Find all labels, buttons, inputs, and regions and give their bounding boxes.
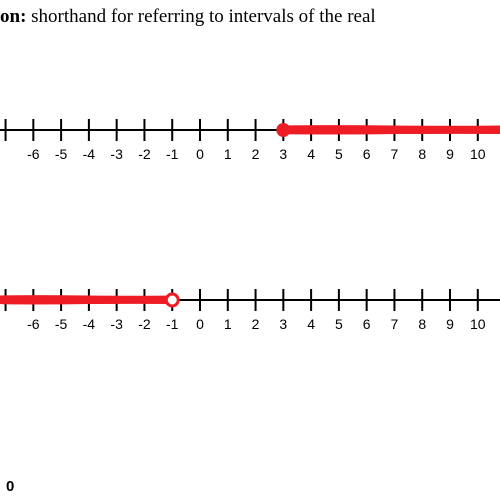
partial-label-bottom: 0 — [6, 478, 14, 495]
tick-label: 4 — [307, 316, 315, 332]
tick-label: -5 — [55, 316, 67, 332]
tick-label: 1 — [224, 316, 232, 332]
tick-label: -3 — [110, 316, 122, 332]
tick-label: -1 — [166, 316, 178, 332]
tick-label: 2 — [252, 316, 260, 332]
tick-label: -4 — [83, 316, 95, 332]
interval-highlight — [0, 297, 172, 298]
interval-highlight — [0, 302, 172, 303]
tick-label: 10 — [470, 316, 486, 332]
tick-label: 9 — [446, 316, 454, 332]
number-line-2: -6 -5 -4 -3 -2 -1 0 1 2 3 4 5 6 7 8 9 10 — [0, 0, 500, 500]
tick-label: 0 — [196, 316, 204, 332]
tick-label: 6 — [363, 316, 371, 332]
tick-label: -6 — [27, 316, 39, 332]
tick-label: 8 — [418, 316, 426, 332]
tick-label: -2 — [138, 316, 150, 332]
tick-label: 3 — [279, 316, 287, 332]
tick-label: 7 — [391, 316, 399, 332]
number-line-svg — [0, 0, 500, 500]
open-endpoint-icon — [166, 294, 178, 306]
tick-label: 5 — [335, 316, 343, 332]
